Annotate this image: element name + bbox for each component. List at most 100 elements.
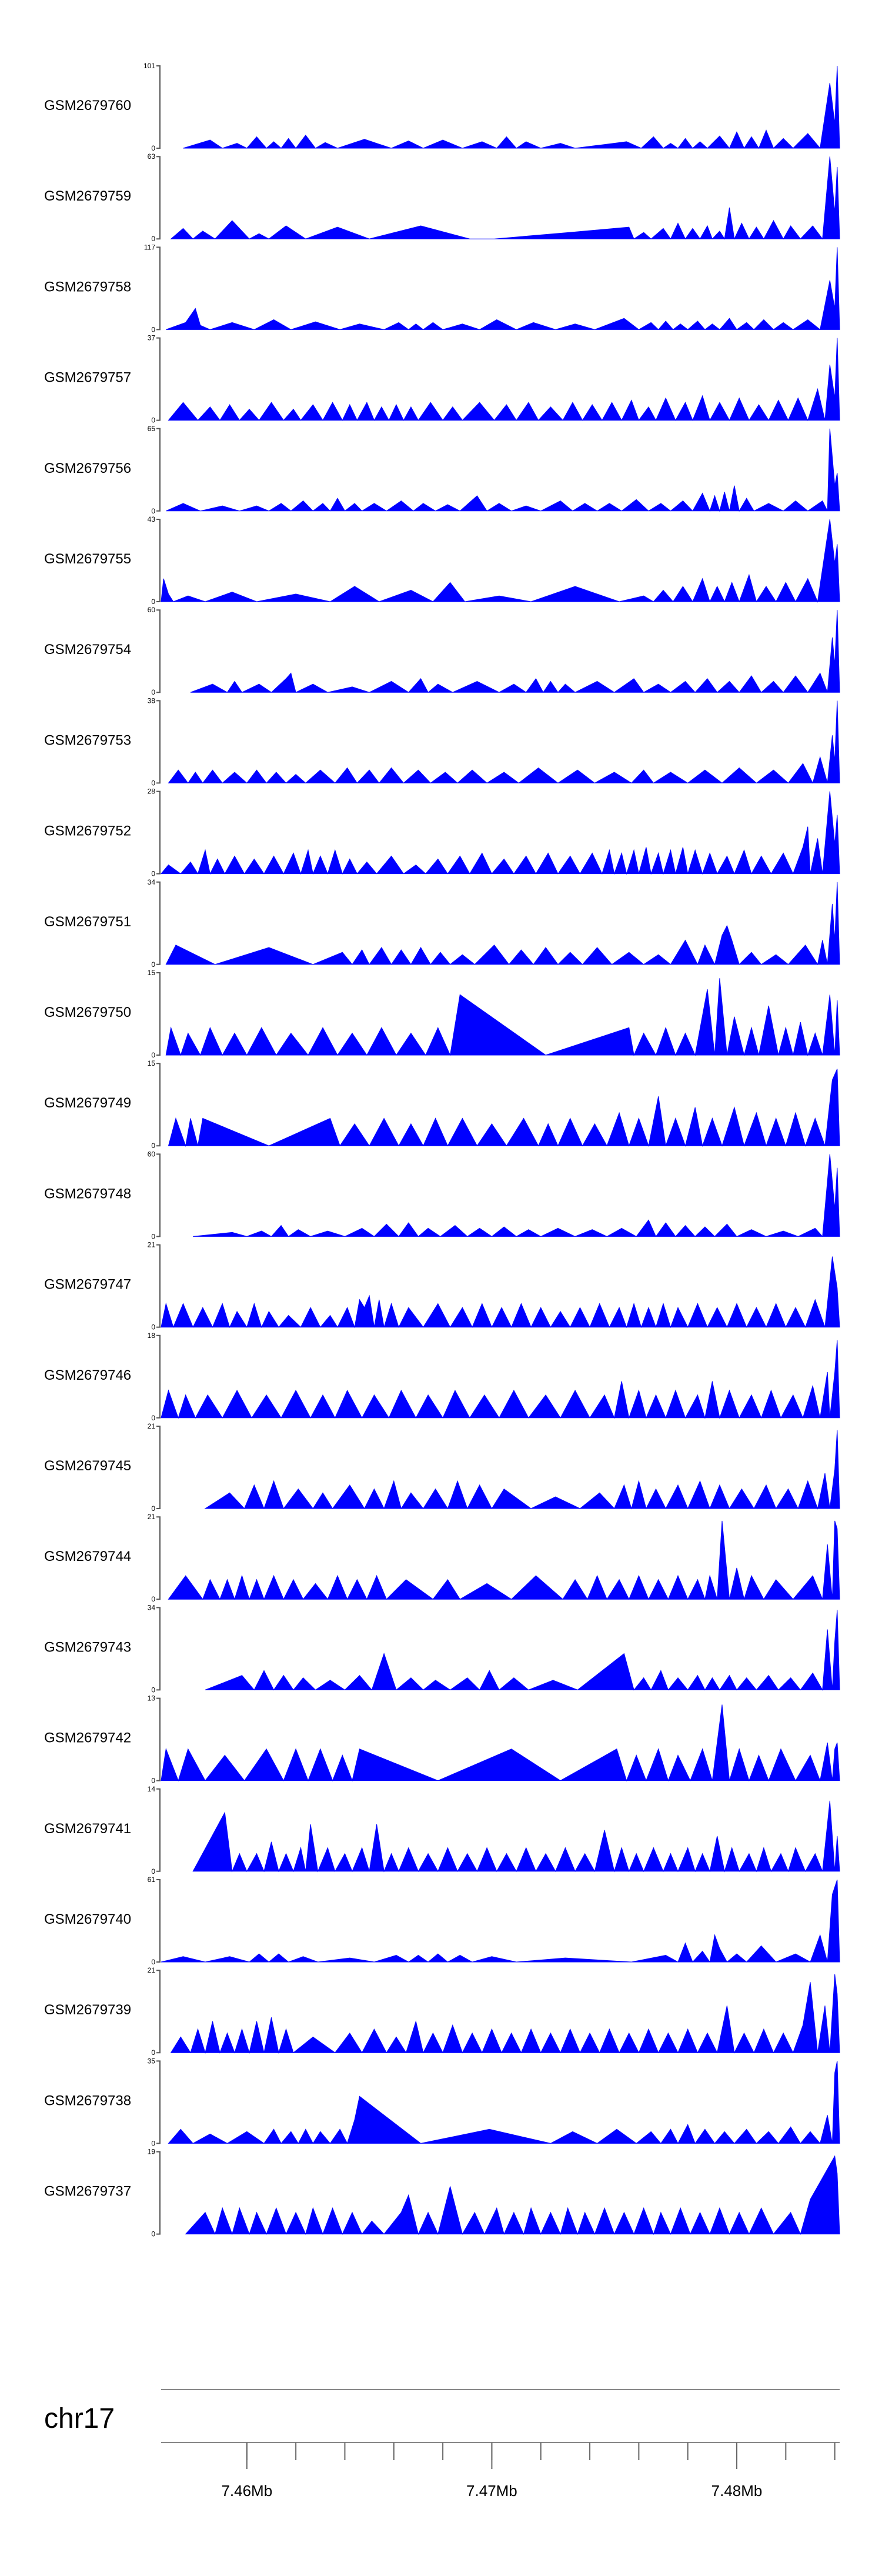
track-label: GSM2679742 <box>44 1730 131 1746</box>
y-axis-line <box>156 1063 161 1147</box>
track-label: GSM2679748 <box>44 1186 131 1202</box>
y-min-label: 0 <box>151 1958 155 1966</box>
coverage-area <box>166 247 840 331</box>
track: GSM2679745 21 0 <box>44 1422 840 1513</box>
track: GSM2679748 60 0 <box>44 1150 840 1240</box>
y-max-label: 21 <box>148 1966 156 1974</box>
y-axis-line <box>156 1879 161 1963</box>
y-min-label: 0 <box>151 325 155 333</box>
y-min-label: 0 <box>151 235 155 243</box>
coverage-area <box>168 1069 840 1147</box>
x-tick-label: 7.48Mb <box>711 2482 763 2500</box>
y-axis-line <box>156 881 161 965</box>
y-min-label: 0 <box>151 1595 155 1603</box>
y-min-label: 0 <box>151 144 155 152</box>
y-axis-line <box>156 1697 161 1781</box>
coverage-area <box>204 1430 840 1510</box>
track-label: GSM2679757 <box>44 370 131 386</box>
coverage-area <box>168 2061 840 2144</box>
y-min-label: 0 <box>151 1051 155 1059</box>
coverage-area <box>161 1879 840 1963</box>
y-max-label: 117 <box>144 243 155 251</box>
track: GSM2679760 101 0 <box>44 62 840 152</box>
coverage-area <box>170 156 840 240</box>
track-label: GSM2679749 <box>44 1095 131 1111</box>
y-axis-line <box>156 519 161 602</box>
track: GSM2679750 15 0 <box>44 969 840 1059</box>
track-label: GSM2679741 <box>44 1821 131 1837</box>
y-max-label: 61 <box>148 1876 156 1884</box>
y-axis-line <box>156 1516 161 1600</box>
track: GSM2679757 37 0 <box>44 334 840 425</box>
track-label: GSM2679751 <box>44 914 131 930</box>
y-max-label: 15 <box>148 1059 156 1067</box>
y-axis-line <box>156 246 161 331</box>
y-min-label: 0 <box>151 2139 155 2147</box>
coverage-area <box>168 338 840 422</box>
track: GSM2679737 19 0 <box>44 2148 840 2238</box>
y-max-label: 60 <box>148 606 156 614</box>
coverage-area <box>183 65 840 149</box>
y-axis-line <box>156 1426 161 1509</box>
y-axis-line <box>156 790 161 875</box>
y-axis-line <box>156 1153 161 1237</box>
y-max-label: 37 <box>148 334 156 342</box>
y-axis-line <box>156 1970 161 2054</box>
coverage-area <box>161 1704 840 1782</box>
y-axis-line <box>156 337 161 421</box>
y-max-label: 38 <box>148 696 156 705</box>
coverage-area <box>166 428 840 512</box>
track-label: GSM2679739 <box>44 2002 131 2018</box>
y-max-label: 13 <box>148 1694 156 1703</box>
track: GSM2679752 28 0 <box>44 788 840 878</box>
track: GSM2679751 34 0 <box>44 878 840 969</box>
track-label: GSM2679738 <box>44 2093 131 2108</box>
coverage-area <box>168 1520 840 1601</box>
y-max-label: 14 <box>148 1785 156 1793</box>
track: GSM2679742 13 0 <box>44 1694 840 1785</box>
track: GSM2679754 60 0 <box>44 606 840 696</box>
track: GSM2679759 63 0 <box>44 152 840 243</box>
track-label: GSM2679760 <box>44 98 131 114</box>
y-axis-line <box>156 1244 161 1328</box>
y-max-label: 43 <box>148 515 156 523</box>
y-max-label: 34 <box>148 878 156 886</box>
coverage-area <box>170 1974 840 2054</box>
y-max-label: 21 <box>148 1513 156 1521</box>
track-label: GSM2679747 <box>44 1277 131 1293</box>
y-max-label: 101 <box>143 62 155 70</box>
y-max-label: 65 <box>148 425 156 433</box>
y-max-label: 15 <box>148 969 156 977</box>
y-axis-line <box>156 2151 161 2235</box>
track: GSM2679738 35 0 <box>44 2057 840 2147</box>
track: GSM2679753 38 0 <box>44 696 840 787</box>
y-min-label: 0 <box>151 598 155 606</box>
y-min-label: 0 <box>151 1414 155 1422</box>
coverage-area <box>165 882 840 966</box>
coverage-area <box>165 978 840 1056</box>
x-tick-label: 7.46Mb <box>221 2482 272 2500</box>
y-max-label: 19 <box>148 2148 156 2156</box>
track-label: GSM2679750 <box>44 1005 131 1020</box>
x-tick-label: 7.47Mb <box>466 2482 517 2500</box>
track-label: GSM2679753 <box>44 732 131 748</box>
track-label: GSM2679743 <box>44 1639 131 1655</box>
y-max-label: 35 <box>148 2057 156 2065</box>
y-min-label: 0 <box>151 416 155 425</box>
track-label: GSM2679754 <box>44 642 131 658</box>
y-min-label: 0 <box>151 1867 155 1876</box>
y-axis-line <box>156 428 161 512</box>
y-min-label: 0 <box>151 779 155 787</box>
coverage-area <box>185 2155 840 2235</box>
y-axis-line <box>156 972 161 1056</box>
track: GSM2679749 15 0 <box>44 1059 840 1150</box>
y-min-label: 0 <box>151 1686 155 1694</box>
track-label: GSM2679737 <box>44 2184 131 2200</box>
track-label: GSM2679752 <box>44 823 131 839</box>
coverage-area <box>205 1610 840 1691</box>
track-label: GSM2679759 <box>44 188 131 204</box>
track: GSM2679758 117 0 <box>44 243 840 333</box>
y-min-label: 0 <box>151 870 155 878</box>
y-min-label: 0 <box>151 1142 155 1150</box>
track-label: GSM2679746 <box>44 1367 131 1383</box>
